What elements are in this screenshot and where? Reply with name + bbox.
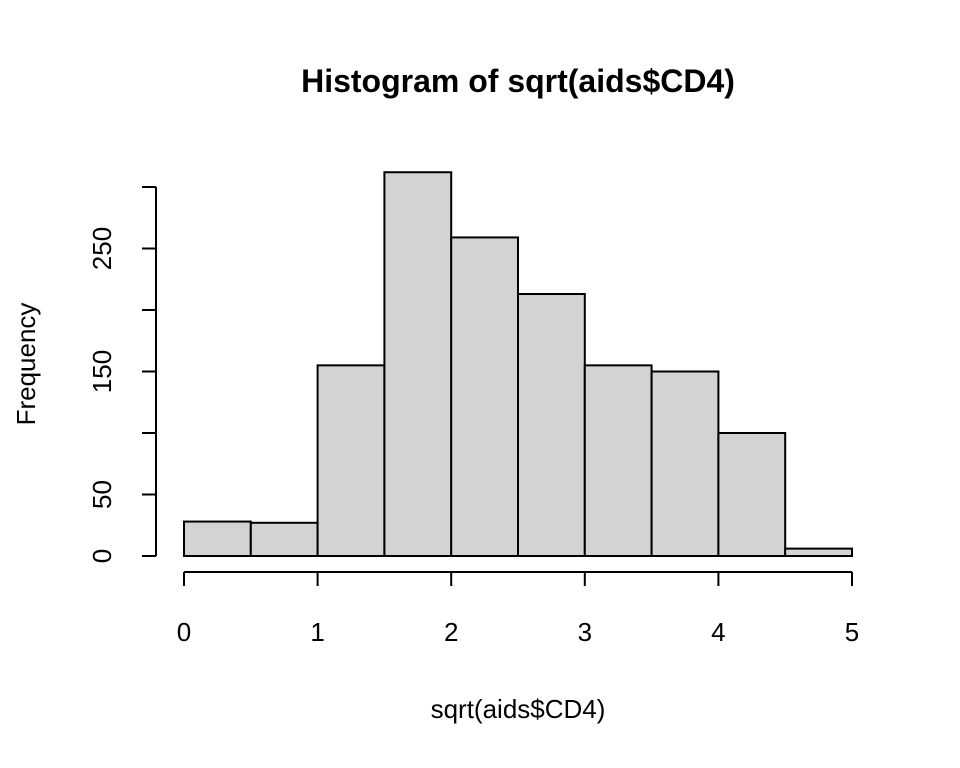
histogram-bar-3 xyxy=(383,171,453,558)
histogram-bar-5 xyxy=(517,293,586,557)
histogram-bar-2 xyxy=(316,364,386,557)
bars-layer xyxy=(183,171,854,558)
x-axis: 0 1 2 3 4 5 xyxy=(177,571,859,647)
histogram-bar-8 xyxy=(717,432,787,557)
y-tick-label: 50 xyxy=(87,480,117,509)
x-tick-label: 5 xyxy=(845,617,859,647)
x-axis-label: sqrt(aids$CD4) xyxy=(431,694,606,724)
y-tick-label: 150 xyxy=(87,350,117,393)
x-tick-label: 3 xyxy=(578,617,592,647)
y-axis: 0 50 150 250 xyxy=(87,186,157,563)
histogram-bar-0 xyxy=(183,520,252,557)
x-tick-label: 2 xyxy=(444,617,458,647)
y-tick-label: 0 xyxy=(87,549,117,563)
x-tick-label: 0 xyxy=(177,617,191,647)
y-axis-label: Frequency xyxy=(11,303,41,426)
histogram-bar-6 xyxy=(583,364,653,557)
histogram-bar-7 xyxy=(650,370,720,557)
y-tick-label: 250 xyxy=(87,227,117,270)
x-tick-label: 4 xyxy=(711,617,725,647)
chart-title: Histogram of sqrt(aids$CD4) xyxy=(301,63,735,99)
x-tick-label: 1 xyxy=(310,617,324,647)
histogram-bar-4 xyxy=(450,236,520,557)
histogram-bar-9 xyxy=(784,547,854,557)
histogram-bar-1 xyxy=(249,521,319,557)
